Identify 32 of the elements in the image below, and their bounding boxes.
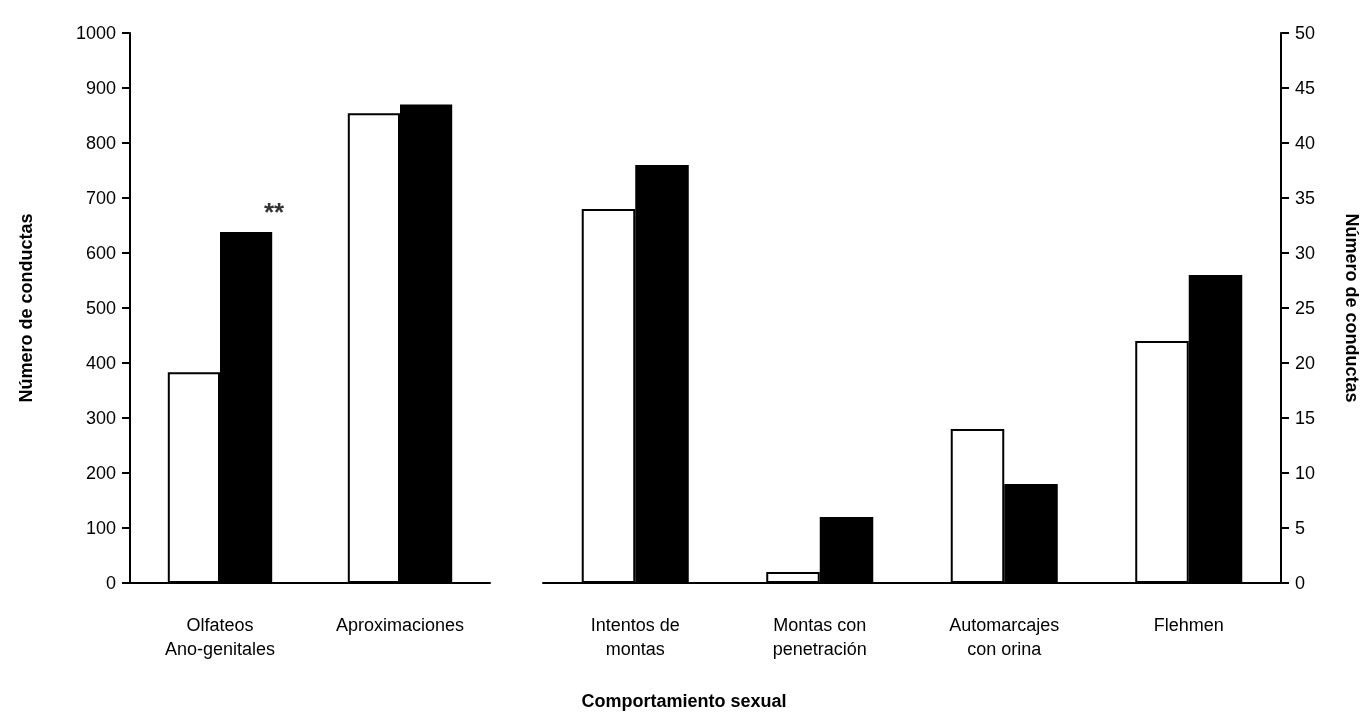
x-axis-title: Comportamiento sexual (581, 691, 787, 711)
y-tick-label: 700 (85, 188, 116, 208)
x-tick-label: Flehmen (1153, 615, 1224, 635)
y-tick-label: 900 (85, 78, 116, 98)
x-tick-label: Automarcajes con orina (949, 615, 1060, 659)
x-tick-label: Montas con penetración (772, 615, 867, 659)
y-tick-label: 45 (1295, 78, 1316, 98)
y-tick-label: 0 (1295, 573, 1306, 593)
y-tick-label: 35 (1295, 188, 1316, 208)
y-tick-label: 800 (85, 133, 116, 153)
y-tick-label: 600 (85, 243, 116, 263)
y-axis-title: Número de conductas (16, 213, 36, 403)
y-tick-label: 100 (85, 518, 116, 538)
y-tick-label: 40 (1295, 133, 1316, 153)
y-tick-label: 1000 (75, 23, 116, 43)
y-tick-label: 200 (85, 463, 116, 483)
y-tick-label: 30 (1295, 243, 1316, 263)
x-tick-label: Olfateos Ano-genitales (164, 615, 276, 659)
y-tick-label: 0 (105, 573, 116, 593)
y-axis-title: Número de conductas (1342, 213, 1362, 403)
y-tick-label: 10 (1295, 463, 1316, 483)
x-tick-label: Intentos de montas (590, 615, 680, 659)
y-tick-label: 50 (1295, 23, 1316, 43)
annotation: ** (263, 197, 285, 228)
x-tick-label: Aproximaciones (335, 615, 465, 635)
y-tick-label: 500 (85, 298, 116, 318)
y-tick-label: 300 (85, 408, 116, 428)
y-tick-label: 20 (1295, 353, 1316, 373)
y-tick-label: 5 (1295, 518, 1306, 538)
y-tick-label: 25 (1295, 298, 1316, 318)
y-tick-label: 400 (85, 353, 116, 373)
y-tick-label: 15 (1295, 408, 1316, 428)
